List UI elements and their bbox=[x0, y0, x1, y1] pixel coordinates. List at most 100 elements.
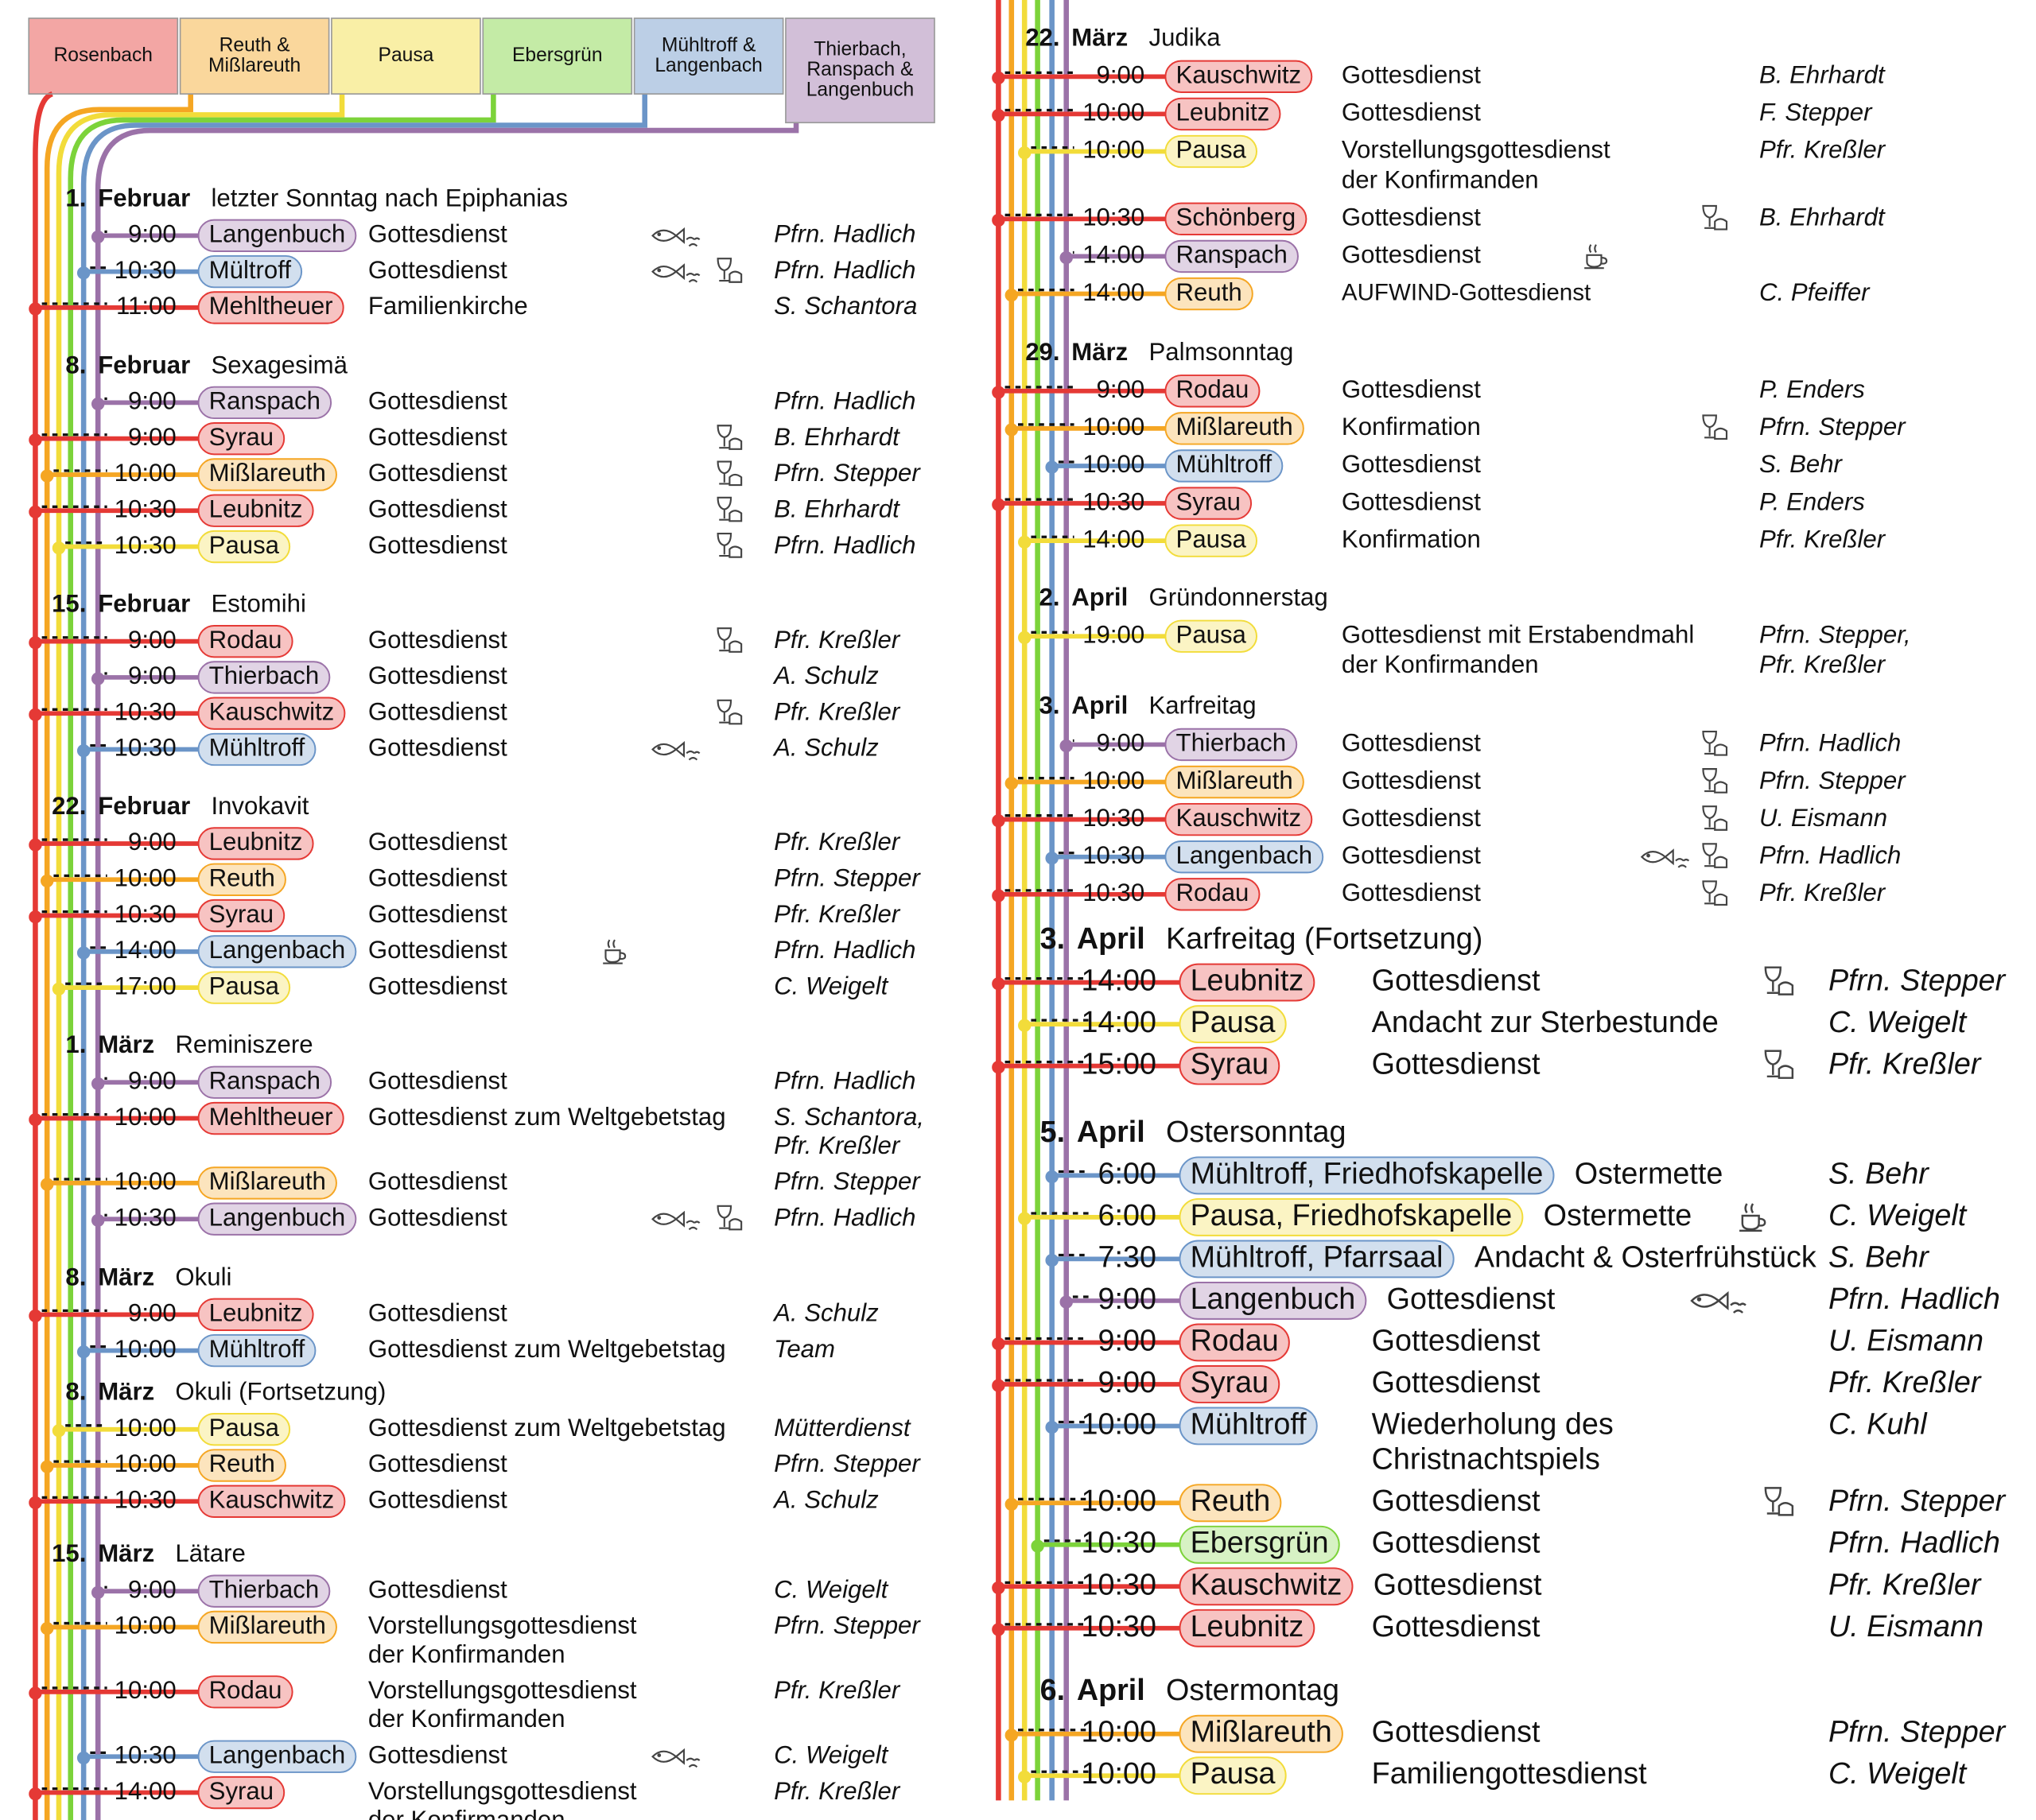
fish bbox=[651, 1748, 686, 1765]
connector-dot bbox=[29, 1686, 42, 1700]
pastor: C. Weigelt bbox=[774, 972, 888, 999]
location-pill bbox=[1179, 1484, 1282, 1523]
parish-box-bg bbox=[482, 17, 633, 95]
service-time: 10:00 bbox=[115, 1449, 177, 1477]
service-row: 10:00 Reuth Gottesdienst Pfrn. Stepper bbox=[1004, 1484, 2007, 1523]
service-event: Gottesdienst bbox=[1342, 99, 1481, 126]
communion-icon bbox=[1764, 966, 1794, 995]
day-block: 6. April Ostermontag 10:00 Mißlareuth Gottesd… bbox=[1004, 1673, 2007, 1795]
location-name: Pausa bbox=[209, 531, 280, 559]
service-row: 10:30 Syrau Gottesdienst Pfr. Kreßler bbox=[29, 898, 901, 933]
day-month: April bbox=[1071, 692, 1128, 720]
service-event: Gottesdienst bbox=[1342, 375, 1481, 403]
service-event: Andacht & Osterfrühstück bbox=[1475, 1240, 1816, 1273]
service-event: Gottesdienst bbox=[1342, 487, 1481, 515]
chalice bbox=[1702, 204, 1717, 229]
pastor: Pfr. Kreßler bbox=[1828, 1047, 1982, 1081]
bread bbox=[1714, 893, 1728, 906]
pastor: C. Weigelt bbox=[1828, 1198, 1968, 1232]
service-row: 10:30 Leubnitz Gottesdienst U. Eismann bbox=[992, 1609, 1984, 1647]
location-pill bbox=[197, 291, 344, 324]
connector-dot bbox=[1045, 852, 1059, 865]
service-event: Gottesdienst bbox=[368, 1449, 507, 1477]
day-month: Februar bbox=[98, 351, 190, 378]
connector-dot bbox=[1045, 1420, 1059, 1434]
pastor: Pfr. Kreßler bbox=[774, 697, 901, 725]
location-name: Rodau bbox=[209, 1676, 282, 1704]
service-row: 10:30 Langenbach Gottesdienst Pfrn. Hadlich bbox=[1045, 840, 1901, 874]
location-name: Mißlareuth bbox=[1176, 413, 1293, 440]
connector-dot bbox=[1004, 288, 1018, 302]
location-pill bbox=[1179, 1525, 1340, 1564]
connector-dot bbox=[91, 1585, 105, 1600]
connector-dot bbox=[52, 541, 66, 555]
pastor: Pfrn. Stepper bbox=[1828, 964, 2007, 997]
connector-dot bbox=[1018, 1019, 1032, 1032]
connector-dot bbox=[992, 498, 1005, 511]
children-icon bbox=[651, 227, 701, 247]
parish-line bbox=[56, 94, 345, 1820]
service-time: 9:00 bbox=[1097, 375, 1145, 403]
day-name: Ostersonntag bbox=[1166, 1115, 1346, 1148]
fish bbox=[651, 227, 686, 244]
communion-icon bbox=[717, 533, 743, 558]
location-name: Mißlareuth bbox=[1191, 1715, 1332, 1748]
day-month: April bbox=[1071, 583, 1128, 611]
location-name: Rodau bbox=[1176, 879, 1249, 906]
bread bbox=[729, 437, 743, 450]
service-event: Gottesdienst bbox=[368, 1203, 507, 1231]
connector-dot bbox=[992, 814, 1005, 828]
service-time: 7:30 bbox=[1098, 1240, 1156, 1273]
service-event: Gottesdienst bbox=[368, 1299, 507, 1327]
communion-icon bbox=[717, 258, 743, 283]
service-time: 10:30 bbox=[1082, 841, 1144, 869]
day-name: Reminiszere bbox=[175, 1030, 313, 1058]
location-pill bbox=[1164, 802, 1313, 836]
service-time: 10:00 bbox=[1082, 1715, 1156, 1748]
bread bbox=[729, 1218, 743, 1231]
pastor: Pfrn. Hadlich bbox=[774, 220, 915, 248]
pastor: Pfrn. Stepper bbox=[1828, 1715, 2007, 1748]
service-row: 9:00 Syrau Gottesdienst B. Ehrhardt bbox=[29, 421, 900, 456]
day-number: 5. bbox=[1040, 1115, 1065, 1148]
chalice bbox=[1764, 966, 1782, 995]
service-event: Gottesdienst bbox=[1342, 729, 1481, 757]
day-name: Judika bbox=[1149, 23, 1222, 51]
service-row: 14:00 Leubnitz Gottesdienst Pfrn. Stepper bbox=[992, 964, 2007, 1002]
location-name: Thierbach bbox=[209, 1575, 320, 1603]
location-pill bbox=[1164, 619, 1257, 653]
pastor: A. Schulz bbox=[772, 662, 879, 689]
parish-box: Ebersgrün bbox=[482, 17, 633, 95]
service-event: Gottesdienst mit Erstabendmahl bbox=[1342, 620, 1694, 648]
service-event: Gottesdienst bbox=[368, 387, 507, 415]
pastor: Pfrn. Stepper bbox=[1759, 766, 1906, 794]
day-number: 2. bbox=[1039, 583, 1060, 611]
cup bbox=[1584, 254, 1608, 270]
fish-eye bbox=[1696, 1297, 1702, 1302]
service-row: 9:00 Thierbach Gottesdienst Pfrn. Hadlich bbox=[1059, 728, 1901, 762]
service-event: Gottesdienst bbox=[368, 1575, 507, 1603]
service-row: 10:00 Reuth Gottesdienst Pfrn. Stepper bbox=[40, 1449, 921, 1482]
location-name: Pausa bbox=[209, 972, 280, 999]
chalice bbox=[717, 258, 732, 282]
service-row: 9:00 Langenbuch Gottesdienst Pfrn. Hadlich bbox=[1059, 1282, 2000, 1320]
service-event: der Konfirmanden bbox=[368, 1640, 565, 1668]
parish-name: Rosenbach bbox=[53, 45, 153, 66]
fish-eye bbox=[657, 232, 662, 237]
day-block: 5. April Ostersonntag 6:00 Mühltroff, Friedh… bbox=[992, 1115, 2007, 1647]
day-name: Karfreitag (Fortsetzung) bbox=[1166, 922, 1482, 955]
day-number: 22. bbox=[52, 792, 86, 820]
parish-name: Ranspach & bbox=[806, 59, 914, 80]
pastor: S. Schantora bbox=[774, 292, 917, 320]
parish-name: Langenbuch bbox=[806, 80, 914, 101]
day-number: 3. bbox=[1039, 692, 1060, 720]
service-event: Vorstellungsgottesdienst bbox=[1342, 136, 1611, 164]
service-event: Gottesdienst bbox=[1372, 1715, 1541, 1748]
connector-dot bbox=[76, 743, 91, 758]
communion-icon bbox=[717, 627, 743, 653]
connector-dot bbox=[1018, 631, 1032, 645]
service-time: 10:00 bbox=[1082, 1484, 1156, 1517]
location-pill bbox=[1164, 840, 1324, 874]
service-time: 9:00 bbox=[1098, 1323, 1156, 1356]
